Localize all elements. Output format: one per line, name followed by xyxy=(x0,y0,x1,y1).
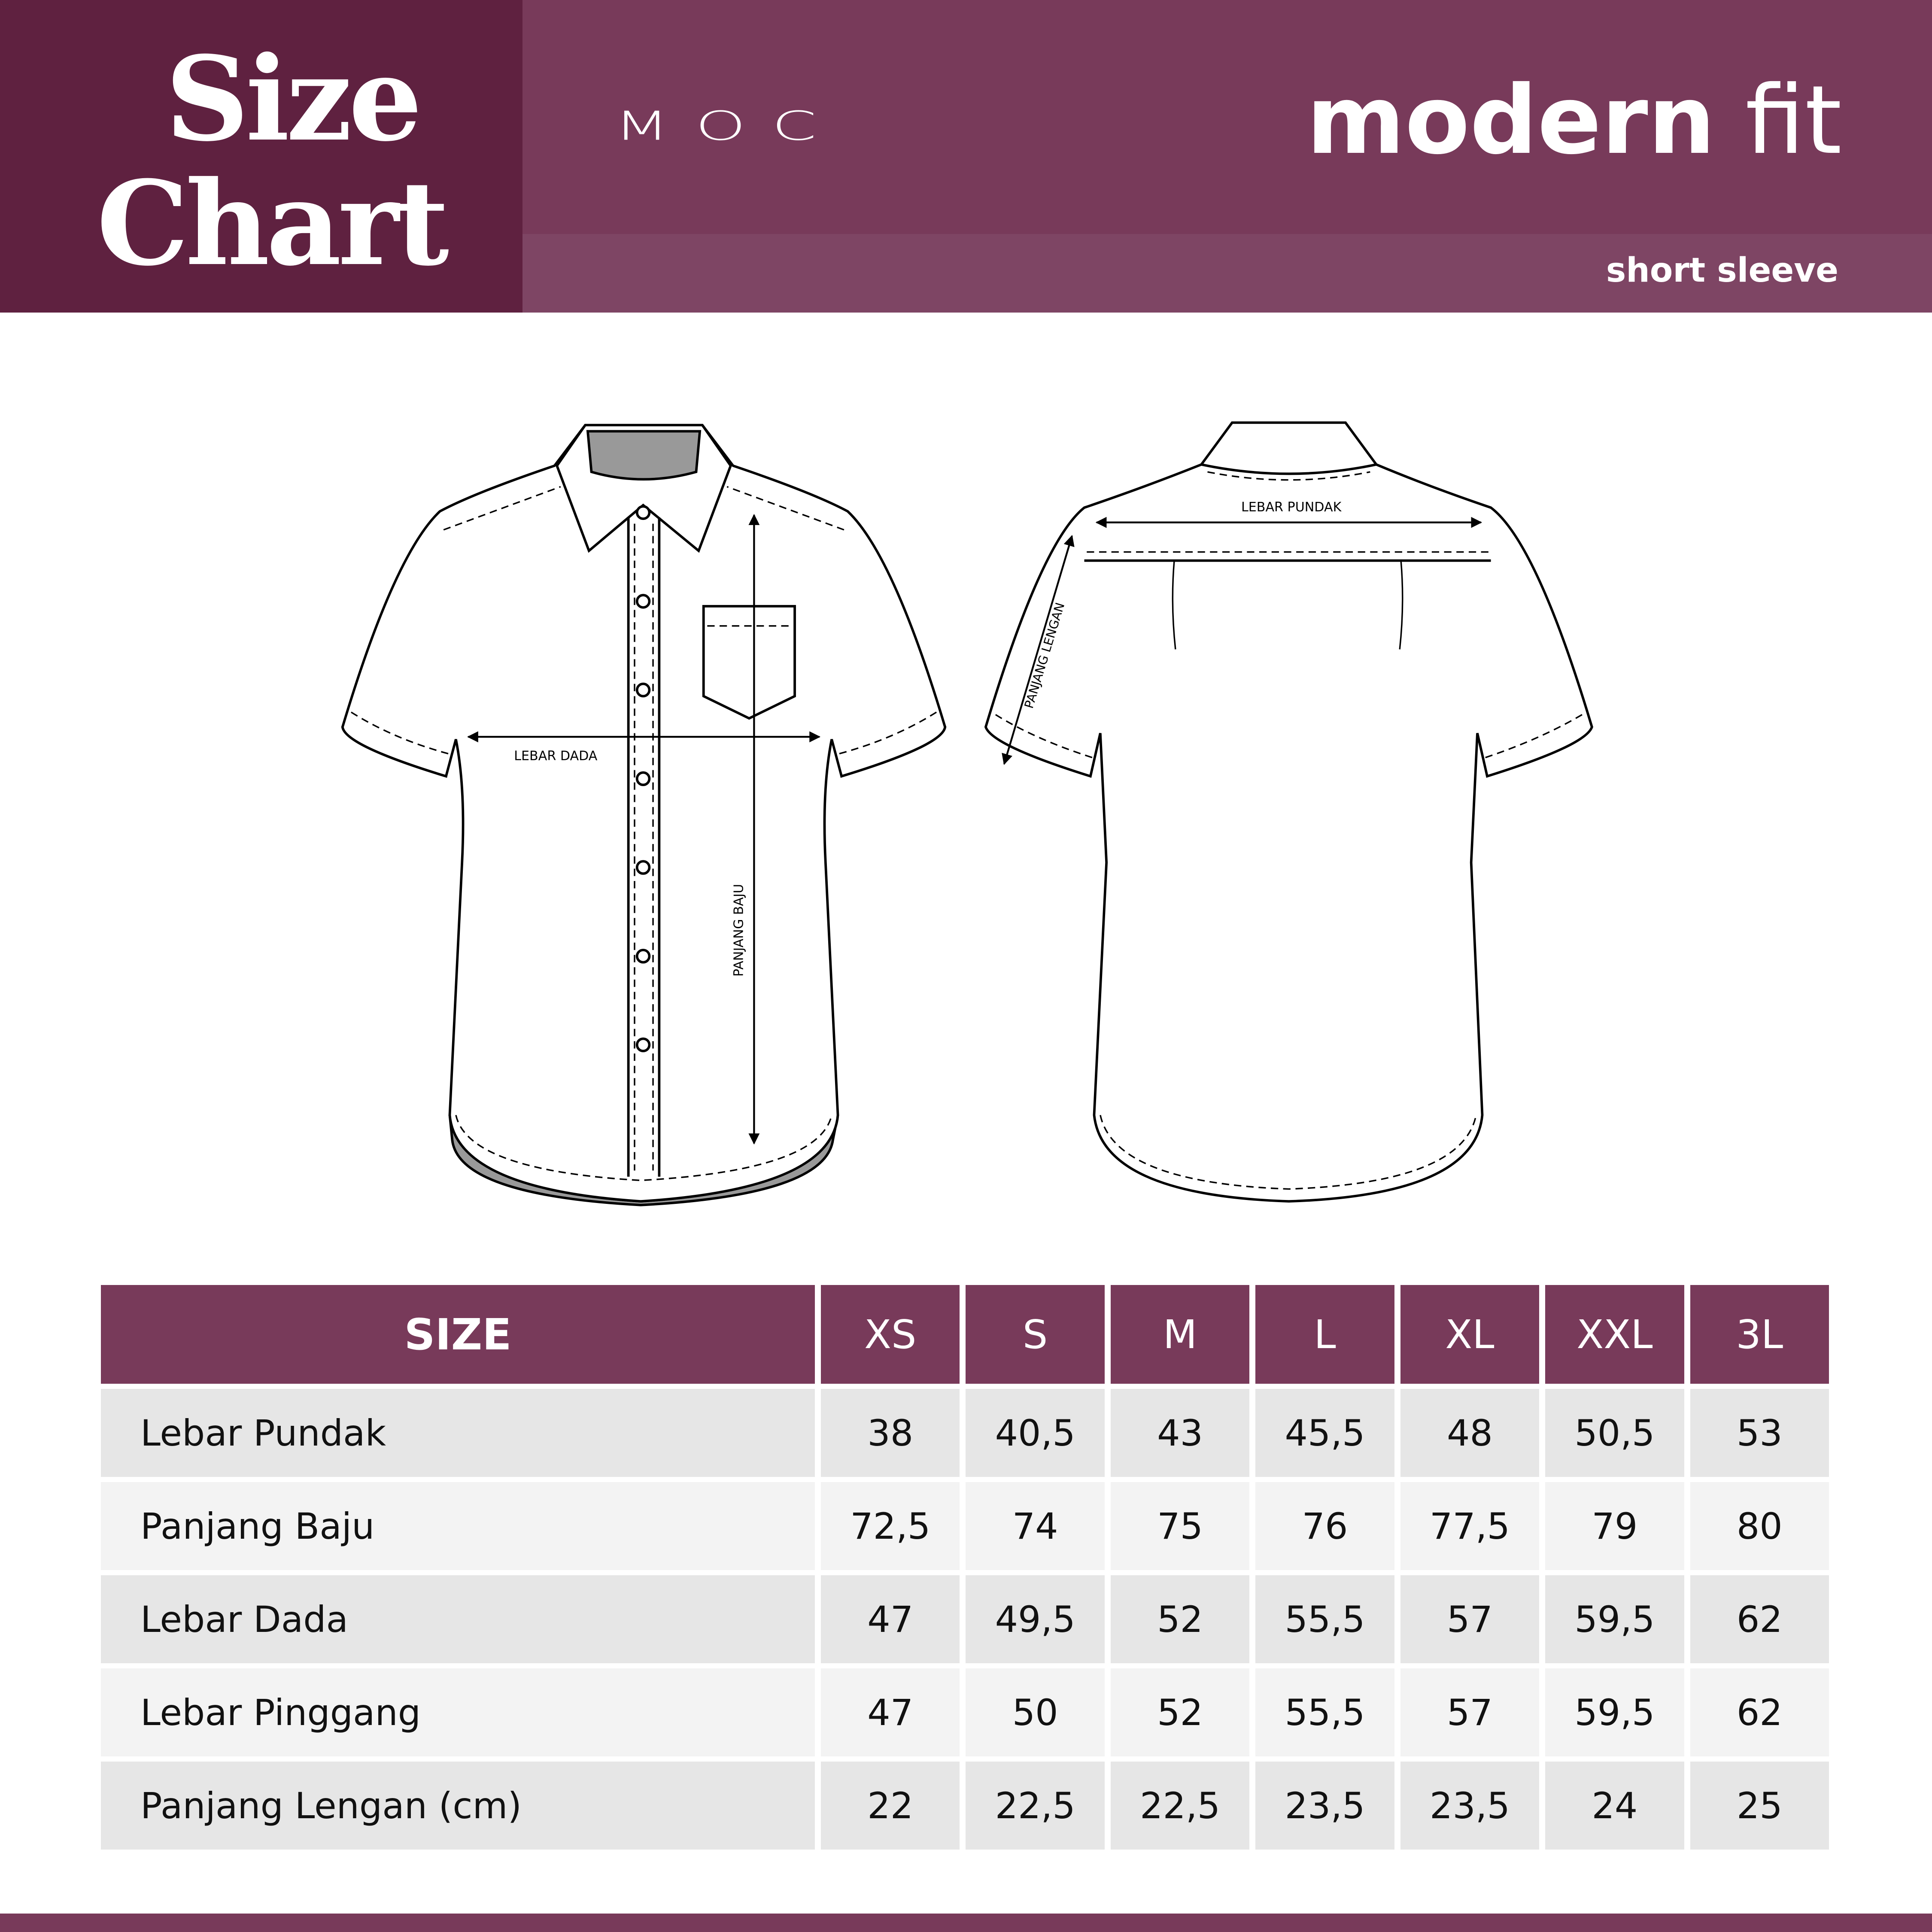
row-label: Panjang Lengan (cm) xyxy=(101,1762,815,1850)
size-header: SIZE xyxy=(101,1285,815,1384)
title-panel xyxy=(0,0,522,313)
row-label: Lebar Pinggang xyxy=(101,1668,815,1756)
table-cell: 47 xyxy=(821,1668,960,1756)
size-column-header: S xyxy=(966,1285,1105,1384)
table-cell: 50,5 xyxy=(1545,1389,1684,1477)
table-cell: 79 xyxy=(1545,1482,1684,1570)
header-bar xyxy=(522,0,1932,234)
title-chart: Chart xyxy=(97,155,449,292)
row-label: Lebar Dada xyxy=(101,1575,815,1663)
table-cell: 53 xyxy=(1690,1389,1829,1477)
table-cell: 55,5 xyxy=(1255,1668,1394,1756)
table-cell: 59,5 xyxy=(1545,1668,1684,1756)
table-cell: 43 xyxy=(1110,1389,1250,1477)
table-cell: 45,5 xyxy=(1255,1389,1394,1477)
title-size: Size xyxy=(165,30,422,167)
table-cell: 77,5 xyxy=(1400,1482,1540,1570)
fit-light: fit xyxy=(1745,65,1842,175)
footer-bar xyxy=(0,1914,1932,1932)
fit-title: modern fit xyxy=(1306,73,1842,167)
row-label: Panjang Baju xyxy=(101,1482,815,1570)
size-column-header: XS xyxy=(821,1285,960,1384)
table-cell: 52 xyxy=(1110,1575,1250,1663)
table-cell: 23,5 xyxy=(1400,1762,1540,1850)
table-cell: 23,5 xyxy=(1255,1762,1394,1850)
table-cell: 22,5 xyxy=(966,1762,1105,1850)
front-shirt xyxy=(341,424,947,1206)
table-cell: 74 xyxy=(966,1482,1105,1570)
table-cell: 76 xyxy=(1255,1482,1394,1570)
table-cell: 75 xyxy=(1110,1482,1250,1570)
sleeve-subtitle: short sleeve xyxy=(1606,251,1838,290)
shoulder-label: LEBAR PUNDAK xyxy=(1241,500,1342,515)
table-cell: 59,5 xyxy=(1545,1575,1684,1663)
table-cell: 62 xyxy=(1690,1575,1829,1663)
chest-label: LEBAR DADA xyxy=(514,749,598,764)
table-cell: 49,5 xyxy=(966,1575,1105,1663)
table-cell: 22,5 xyxy=(1110,1762,1250,1850)
table-cell: 38 xyxy=(821,1389,960,1477)
table-cell: 25 xyxy=(1690,1762,1829,1850)
size-column-header: L xyxy=(1255,1285,1394,1384)
brand-logo: MOC xyxy=(614,103,843,149)
table-cell: 50 xyxy=(966,1668,1105,1756)
size-table: SIZE XS S M L XL XXL 3L Lebar Pundak 38 40,5 43 45,… xyxy=(101,1285,1829,1850)
table-cell: 48 xyxy=(1400,1389,1540,1477)
size-column-header: M xyxy=(1110,1285,1250,1384)
table-cell: 57 xyxy=(1400,1575,1540,1663)
table-cell: 52 xyxy=(1110,1668,1250,1756)
size-column-header: XXL xyxy=(1545,1285,1684,1384)
table-cell: 40,5 xyxy=(966,1389,1105,1477)
row-label: Lebar Pundak xyxy=(101,1389,815,1477)
table-cell: 62 xyxy=(1690,1668,1829,1756)
fit-bold: modern xyxy=(1306,65,1716,175)
table-cell: 47 xyxy=(821,1575,960,1663)
table-cell: 55,5 xyxy=(1255,1575,1394,1663)
table-cell: 22 xyxy=(821,1762,960,1850)
size-column-header: 3L xyxy=(1690,1285,1829,1384)
header-strip xyxy=(522,234,1932,313)
sleeve-arrow xyxy=(1002,535,1075,765)
table-cell: 24 xyxy=(1545,1762,1684,1850)
back-shirt xyxy=(984,421,1593,1203)
table-cell: 57 xyxy=(1400,1668,1540,1756)
table-cell: 80 xyxy=(1690,1482,1829,1570)
size-column-header: XL xyxy=(1400,1285,1540,1384)
length-label: PANJANG BAJU xyxy=(732,884,747,977)
table-cell: 72,5 xyxy=(821,1482,960,1570)
